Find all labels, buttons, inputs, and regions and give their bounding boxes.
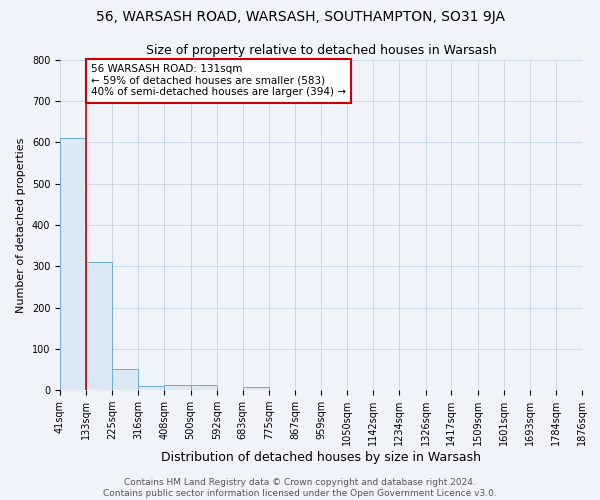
Text: 56, WARSASH ROAD, WARSASH, SOUTHAMPTON, SO31 9JA: 56, WARSASH ROAD, WARSASH, SOUTHAMPTON, … — [95, 10, 505, 24]
X-axis label: Distribution of detached houses by size in Warsash: Distribution of detached houses by size … — [161, 450, 481, 464]
Text: 56 WARSASH ROAD: 131sqm
← 59% of detached houses are smaller (583)
40% of semi-d: 56 WARSASH ROAD: 131sqm ← 59% of detache… — [91, 64, 346, 98]
Y-axis label: Number of detached properties: Number of detached properties — [16, 138, 26, 312]
Bar — [60, 138, 86, 390]
Title: Size of property relative to detached houses in Warsash: Size of property relative to detached ho… — [146, 44, 496, 58]
Text: Contains HM Land Registry data © Crown copyright and database right 2024.
Contai: Contains HM Land Registry data © Crown c… — [103, 478, 497, 498]
Bar — [164, 384, 191, 390]
Bar — [86, 262, 112, 390]
Bar — [191, 384, 217, 390]
Bar — [112, 370, 138, 390]
Bar — [138, 386, 164, 390]
Bar — [242, 387, 269, 390]
